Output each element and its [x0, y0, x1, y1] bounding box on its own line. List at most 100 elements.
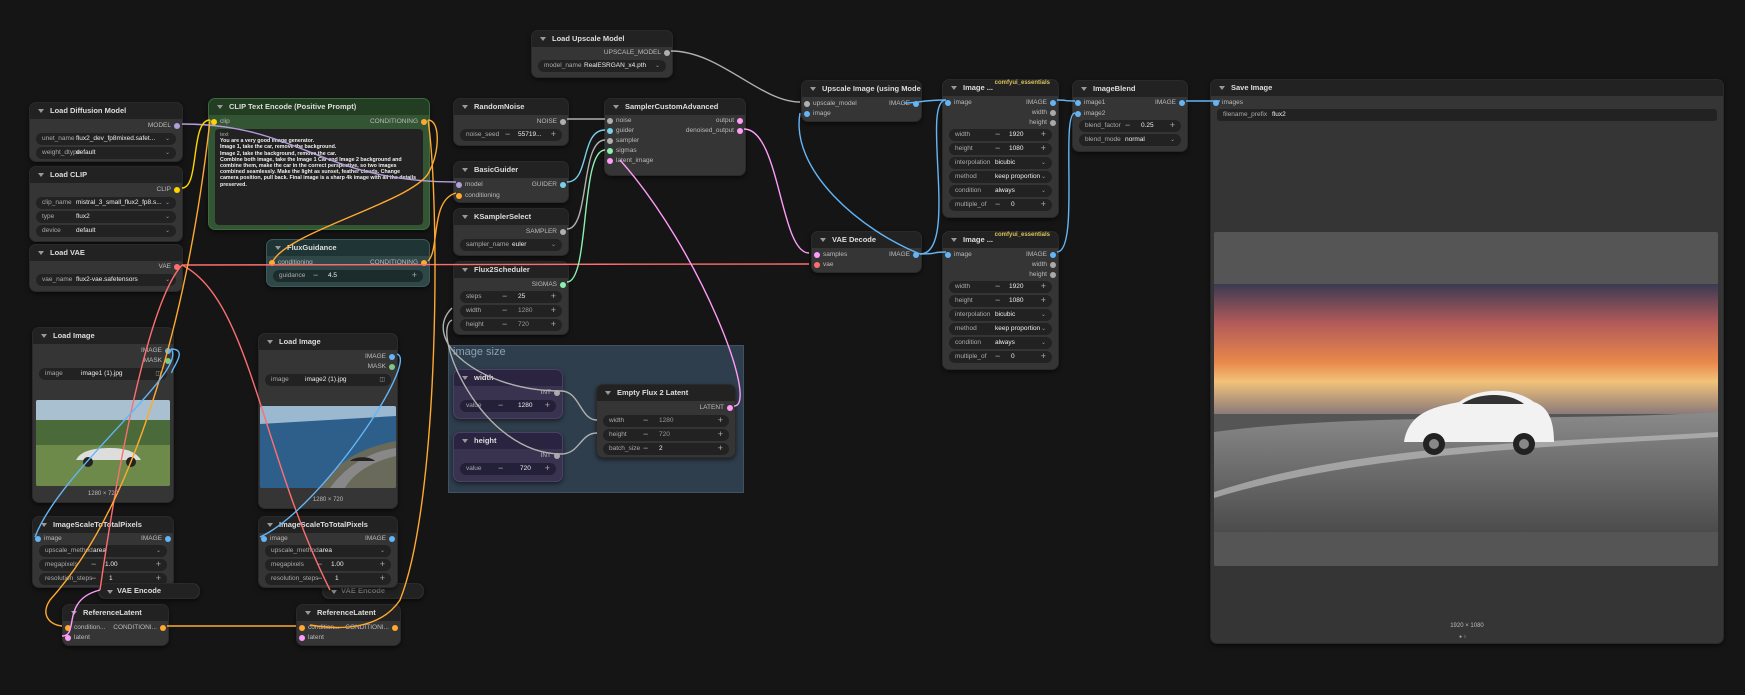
increment-button[interactable]: +	[1040, 143, 1046, 153]
vae-encode-node[interactable]: VAE Encode	[98, 583, 200, 599]
increment-button[interactable]: +	[1040, 199, 1046, 209]
image-scale-to-total-pixels-node[interactable]: ImageScaleToTotalPixels image IMAGE upsc…	[32, 516, 174, 588]
image-resize-node[interactable]: Image ... comfyui_essentials image IMAGE…	[942, 231, 1059, 370]
conditioning-output-slot[interactable]	[421, 259, 427, 266]
int-height-node[interactable]: height INT value − 720 +	[453, 432, 563, 482]
interpolation-select[interactable]: interpolation bicubic ⌄	[949, 309, 1052, 321]
sigmas-input-slot[interactable]	[607, 147, 613, 154]
vae-output-slot[interactable]	[174, 263, 180, 270]
multiple-of-stepper[interactable]: multiple_of − 0 +	[949, 351, 1052, 363]
blend-mode-select[interactable]: blend_mode normal ⌄	[1079, 134, 1181, 146]
image-output-slot[interactable]	[1179, 99, 1185, 106]
mask-output-slot[interactable]	[389, 363, 395, 370]
increment-button[interactable]: +	[550, 319, 556, 329]
image-input-slot[interactable]	[804, 110, 810, 117]
width-stepper[interactable]: width − 1280 +	[603, 415, 729, 427]
increment-button[interactable]: +	[1040, 295, 1046, 305]
decrement-button[interactable]: −	[317, 559, 323, 569]
model-output-slot[interactable]	[174, 122, 180, 129]
interpolation-select[interactable]: interpolation bicubic ⌄	[949, 157, 1052, 169]
decrement-button[interactable]: −	[643, 415, 649, 425]
decrement-button[interactable]: −	[505, 129, 511, 139]
decrement-button[interactable]: −	[91, 573, 97, 583]
flux-guidance-node[interactable]: FluxGuidance conditioning CONDITIONING g…	[266, 239, 430, 287]
sampler-name-select[interactable]: sampler_name euler ⌄	[460, 239, 562, 251]
decrement-button[interactable]: −	[313, 270, 319, 280]
image-input-slot[interactable]	[945, 251, 951, 258]
conditioning-input-slot[interactable]	[65, 624, 71, 631]
decrement-button[interactable]: −	[995, 129, 1001, 139]
vae-decode-node[interactable]: VAE Decode samples IMAGE vae	[811, 231, 922, 273]
increment-button[interactable]: +	[411, 270, 417, 280]
increment-button[interactable]: +	[550, 305, 556, 315]
model-name-select[interactable]: model_name RealESRGAN_x4.pth ⌄	[538, 60, 666, 72]
image-output-slot[interactable]	[913, 100, 919, 107]
decrement-button[interactable]: −	[1125, 120, 1131, 130]
multiple-of-stepper[interactable]: multiple_of − 0 +	[949, 199, 1052, 211]
type-select[interactable]: type flux2 ⌄	[36, 211, 176, 223]
image-output-slot[interactable]	[165, 535, 171, 542]
increment-button[interactable]: +	[1040, 129, 1046, 139]
increment-button[interactable]: +	[1040, 281, 1046, 291]
decrement-button[interactable]: −	[643, 429, 649, 439]
increment-button[interactable]: +	[717, 443, 723, 453]
random-noise-node[interactable]: RandomNoise NOISE noise_seed −55719... +	[453, 98, 569, 146]
images-input-slot[interactable]	[1213, 99, 1219, 106]
conditioning-output-slot[interactable]	[421, 118, 427, 125]
noise-output-slot[interactable]	[560, 118, 566, 125]
decrement-button[interactable]: −	[995, 143, 1001, 153]
increment-button[interactable]: +	[1040, 351, 1046, 361]
height-stepper[interactable]: height − 720 +	[460, 319, 562, 331]
height-stepper[interactable]: height − 1080 +	[949, 143, 1052, 155]
decrement-button[interactable]: −	[502, 305, 508, 315]
noise-seed-stepper[interactable]: noise_seed −55719... +	[460, 129, 562, 141]
weight-dtype-select[interactable]: weight_dtype default ⌄	[36, 147, 176, 159]
sampler-custom-advanced-node[interactable]: SamplerCustomAdvanced noise output guide…	[604, 98, 746, 176]
image-output-slot[interactable]	[1050, 251, 1056, 258]
increment-button[interactable]: +	[379, 573, 385, 583]
decrement-button[interactable]: −	[502, 291, 508, 301]
vae-input-slot[interactable]	[814, 261, 820, 268]
increment-button[interactable]: +	[379, 559, 385, 569]
filename-prefix-input[interactable]: filename_prefix flux2	[1217, 109, 1717, 121]
decrement-button[interactable]: −	[995, 351, 1001, 361]
decrement-button[interactable]: −	[502, 319, 508, 329]
load-vae-node[interactable]: Load VAE VAE vae_name flux2-vae.safetenso…	[29, 244, 183, 292]
width-output-slot[interactable]	[1050, 261, 1056, 268]
decrement-button[interactable]: −	[995, 281, 1001, 291]
megapixels-stepper[interactable]: megapixels − 1.00 +	[265, 559, 391, 571]
upscale-method-select[interactable]: upscale_method area ⌄	[39, 545, 167, 557]
increment-button[interactable]: +	[155, 559, 161, 569]
ksampler-select-node[interactable]: KSamplerSelect SAMPLER sampler_name euler…	[453, 208, 569, 256]
samples-input-slot[interactable]	[814, 251, 820, 258]
value-stepper[interactable]: value − 1280 +	[460, 400, 556, 412]
batch-size-stepper[interactable]: batch_size − 2 +	[603, 443, 729, 455]
image-input-slot[interactable]	[35, 535, 41, 542]
sampler-input-slot[interactable]	[607, 137, 613, 144]
clip-input-slot[interactable]	[211, 118, 217, 125]
conditioning-output-slot[interactable]	[392, 624, 398, 631]
load-image-node[interactable]: Load Image IMAGE MASK image image1 (1).jp…	[32, 327, 174, 503]
method-select[interactable]: method keep proportion ⌄	[949, 323, 1052, 335]
image-scale-to-total-pixels-node[interactable]: ImageScaleToTotalPixels image IMAGE upsc…	[258, 516, 398, 588]
sigmas-output-slot[interactable]	[560, 281, 566, 288]
int-width-node[interactable]: width INT value − 1280 +	[453, 369, 563, 419]
width-output-slot[interactable]	[1050, 109, 1056, 116]
upscale-image-node[interactable]: Upscale Image (using Model) upscale_mode…	[801, 80, 922, 122]
clip-output-slot[interactable]	[174, 186, 180, 193]
noise-input-slot[interactable]	[607, 117, 613, 124]
height-stepper[interactable]: height − 720 +	[603, 429, 729, 441]
decrement-button[interactable]: −	[498, 400, 504, 410]
load-diffusion-model-node[interactable]: Load Diffusion Model MODEL unet_name flux…	[29, 102, 183, 162]
reference-latent-node[interactable]: ReferenceLatent condition... CONDITIONI.…	[62, 604, 169, 646]
increment-button[interactable]: +	[717, 415, 723, 425]
model-input-slot[interactable]	[456, 181, 462, 188]
image2-input-slot[interactable]	[1075, 110, 1081, 117]
height-output-slot[interactable]	[1050, 271, 1056, 278]
image-input-slot[interactable]	[945, 99, 951, 106]
steps-stepper[interactable]: steps − 25 +	[460, 291, 562, 303]
latent-input-slot[interactable]	[65, 634, 71, 641]
output-image-preview[interactable]	[1214, 232, 1718, 566]
decrement-button[interactable]: −	[995, 199, 1001, 209]
increment-button[interactable]: +	[550, 291, 556, 301]
